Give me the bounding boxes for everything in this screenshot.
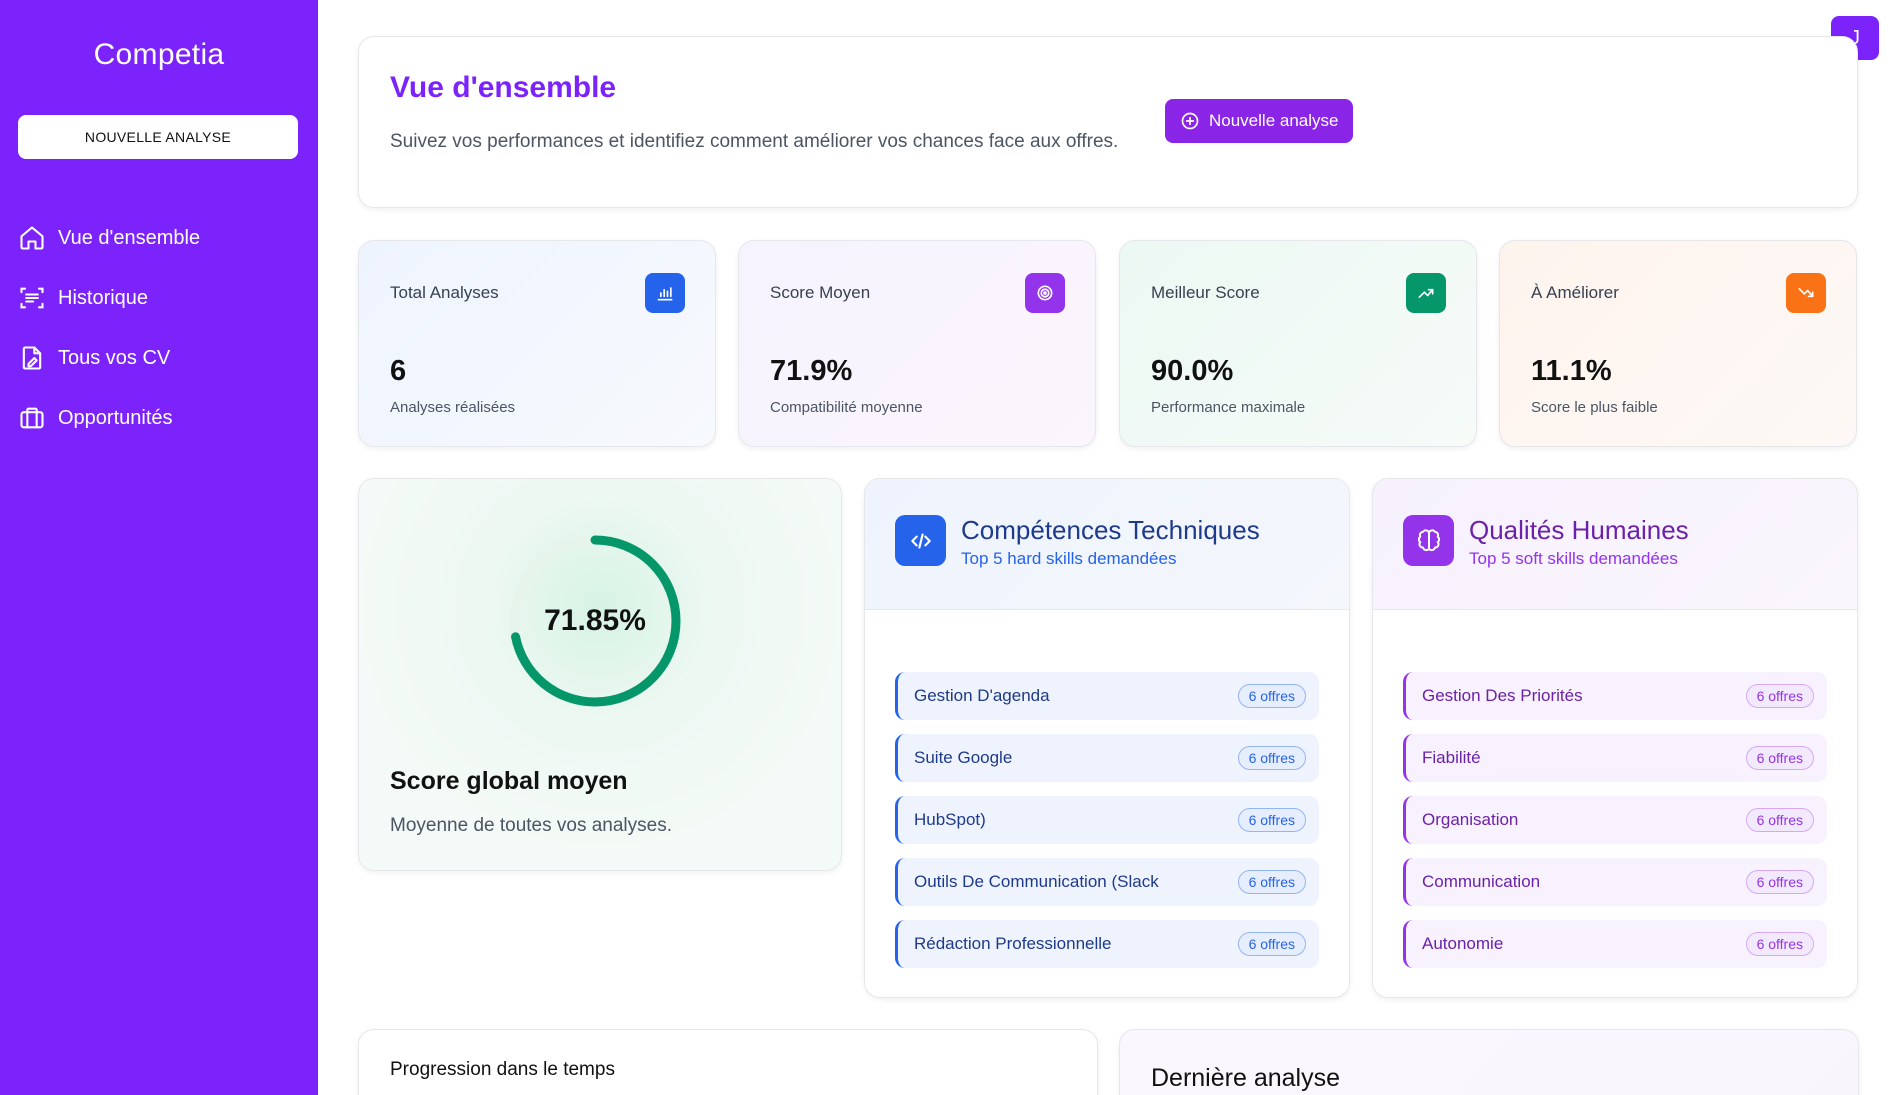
sidebar-item-cv[interactable]: Tous vos CV bbox=[18, 328, 298, 388]
brain-icon bbox=[1403, 515, 1454, 566]
soft-skills-list: Gestion Des Priorités 6 offres Fiabilité… bbox=[1403, 672, 1827, 982]
soft-skill-item: Organisation 6 offres bbox=[1403, 796, 1827, 844]
new-analysis-button[interactable]: NOUVELLE ANALYSE bbox=[18, 115, 298, 159]
stat-caption: Compatibilité moyenne bbox=[770, 399, 923, 416]
trending-up-icon bbox=[1406, 273, 1446, 313]
last-analysis-title: Dernière analyse bbox=[1151, 1064, 1340, 1092]
brand-logo[interactable]: Competia bbox=[93, 38, 225, 71]
overview-header: Vue d'ensemble Suivez vos performances e… bbox=[358, 36, 1858, 208]
hard-skill-item: Outils De Communication (Slack 6 offres bbox=[895, 858, 1319, 906]
offer-count-badge: 6 offres bbox=[1745, 684, 1814, 708]
hard-skills-header: Compétences Techniques Top 5 hard skills… bbox=[865, 479, 1349, 610]
soft-skill-item: Fiabilité 6 offres bbox=[1403, 734, 1827, 782]
bar-chart-icon bbox=[645, 273, 685, 313]
stat-caption: Performance maximale bbox=[1151, 399, 1306, 416]
skill-name: Fiabilité bbox=[1422, 748, 1481, 767]
skill-name: Outils De Communication (Slack bbox=[914, 872, 1159, 891]
offer-count-badge: 6 offres bbox=[1237, 746, 1306, 770]
history-scan-icon bbox=[20, 287, 44, 309]
offer-count-badge: 6 offres bbox=[1237, 932, 1306, 956]
hard-skill-item: Rédaction Professionnelle 6 offres bbox=[895, 920, 1319, 968]
home-icon bbox=[20, 226, 44, 250]
stat-card-total-analyses: Total Analyses 6 Analyses réalisées bbox=[358, 240, 716, 447]
stat-label: À Améliorer bbox=[1531, 283, 1619, 302]
sidebar-item-label: Historique bbox=[58, 286, 149, 309]
soft-skill-item: Gestion Des Priorités 6 offres bbox=[1403, 672, 1827, 720]
skill-name: Suite Google bbox=[914, 748, 1013, 767]
target-icon bbox=[1025, 273, 1065, 313]
trending-down-icon bbox=[1786, 273, 1826, 313]
offer-count-badge: 6 offres bbox=[1745, 746, 1814, 770]
stat-card-best-score: Meilleur Score 90.0% Performance maximal… bbox=[1119, 240, 1477, 447]
stat-label: Score Moyen bbox=[770, 283, 871, 302]
page-title: Vue d'ensemble bbox=[390, 71, 617, 104]
sidebar-item-overview[interactable]: Vue d'ensemble bbox=[18, 208, 298, 268]
sidebar-item-label: Vue d'ensemble bbox=[58, 226, 201, 249]
stat-value: 6 bbox=[390, 355, 407, 387]
code-icon bbox=[895, 515, 946, 566]
stat-label: Meilleur Score bbox=[1151, 283, 1260, 302]
page-subtitle: Suivez vos performances et identifiez co… bbox=[390, 131, 1119, 152]
stat-card-to-improve: À Améliorer 11.1% Score le plus faible bbox=[1499, 240, 1857, 447]
hard-skills-card: Compétences Techniques Top 5 hard skills… bbox=[864, 478, 1350, 998]
hard-skill-item: Suite Google 6 offres bbox=[895, 734, 1319, 782]
sidebar-nav: Vue d'ensemble Historique Tous vos CV Op… bbox=[18, 208, 298, 448]
offer-count-badge: 6 offres bbox=[1745, 932, 1814, 956]
document-icon bbox=[22, 346, 42, 370]
soft-skill-item: Communication 6 offres bbox=[1403, 858, 1827, 906]
offer-count-badge: 6 offres bbox=[1237, 684, 1306, 708]
stat-caption: Analyses réalisées bbox=[390, 399, 516, 416]
hard-skills-list: Gestion D'agenda 6 offres Suite Google 6… bbox=[895, 672, 1319, 982]
progression-title: Progression dans le temps bbox=[390, 1059, 615, 1080]
soft-skills-subtitle: Top 5 soft skills demandées bbox=[1469, 549, 1678, 568]
sidebar: Competia NOUVELLE ANALYSE Vue d'ensemble… bbox=[0, 0, 318, 1095]
soft-skills-header: Qualités Humaines Top 5 soft skills dema… bbox=[1373, 479, 1857, 610]
sidebar-item-opportunities[interactable]: Opportunités bbox=[18, 388, 298, 448]
offer-count-badge: 6 offres bbox=[1745, 808, 1814, 832]
hard-skills-subtitle: Top 5 hard skills demandées bbox=[961, 549, 1177, 568]
stat-value: 90.0% bbox=[1151, 355, 1234, 387]
skill-name: Gestion Des Priorités bbox=[1422, 686, 1583, 705]
stat-caption: Score le plus faible bbox=[1531, 399, 1658, 416]
score-progress-ring bbox=[509, 535, 681, 707]
soft-skills-title: Qualités Humaines bbox=[1469, 515, 1689, 545]
hard-skills-title: Compétences Techniques bbox=[961, 515, 1260, 545]
skill-name: Autonomie bbox=[1422, 934, 1504, 953]
hard-skill-item: Gestion D'agenda 6 offres bbox=[895, 672, 1319, 720]
offer-count-badge: 6 offres bbox=[1237, 870, 1306, 894]
score-description: Moyenne de toutes vos analyses. bbox=[390, 815, 673, 836]
button-label: Nouvelle analyse bbox=[1209, 111, 1339, 130]
hard-skill-item: HubSpot) 6 offres bbox=[895, 796, 1319, 844]
soft-skills-card: Qualités Humaines Top 5 soft skills dema… bbox=[1372, 478, 1858, 998]
briefcase-icon bbox=[20, 407, 44, 429]
skill-name: Rédaction Professionnelle bbox=[914, 934, 1112, 953]
skill-name: HubSpot) bbox=[914, 810, 986, 829]
progression-card: Progression dans le temps bbox=[358, 1029, 1098, 1095]
stat-card-average-score: Score Moyen 71.9% Compatibilité moyenne bbox=[738, 240, 1096, 447]
offer-count-badge: 6 offres bbox=[1745, 870, 1814, 894]
stat-label: Total Analyses bbox=[390, 283, 499, 302]
last-analysis-card: Dernière analyse bbox=[1119, 1029, 1859, 1095]
skill-name: Communication bbox=[1422, 872, 1541, 891]
plus-circle-icon bbox=[1181, 112, 1199, 130]
score-value: 71.85% bbox=[544, 604, 646, 637]
skill-name: Gestion D'agenda bbox=[914, 686, 1050, 705]
skill-name: Organisation bbox=[1422, 810, 1519, 829]
sidebar-item-label: Opportunités bbox=[58, 406, 173, 429]
global-score-card: 71.85% Score global moyen Moyenne de tou… bbox=[358, 478, 842, 871]
ring-progress-arc bbox=[509, 535, 681, 707]
sidebar-item-label: Tous vos CV bbox=[58, 346, 171, 369]
score-title: Score global moyen bbox=[390, 767, 628, 795]
soft-skill-item: Autonomie 6 offres bbox=[1403, 920, 1827, 968]
new-analysis-primary-button[interactable]: Nouvelle analyse bbox=[1165, 99, 1354, 143]
sidebar-item-history[interactable]: Historique bbox=[18, 268, 298, 328]
offer-count-badge: 6 offres bbox=[1237, 808, 1306, 832]
stat-value: 11.1% bbox=[1531, 355, 1612, 387]
stat-value: 71.9% bbox=[770, 355, 853, 387]
